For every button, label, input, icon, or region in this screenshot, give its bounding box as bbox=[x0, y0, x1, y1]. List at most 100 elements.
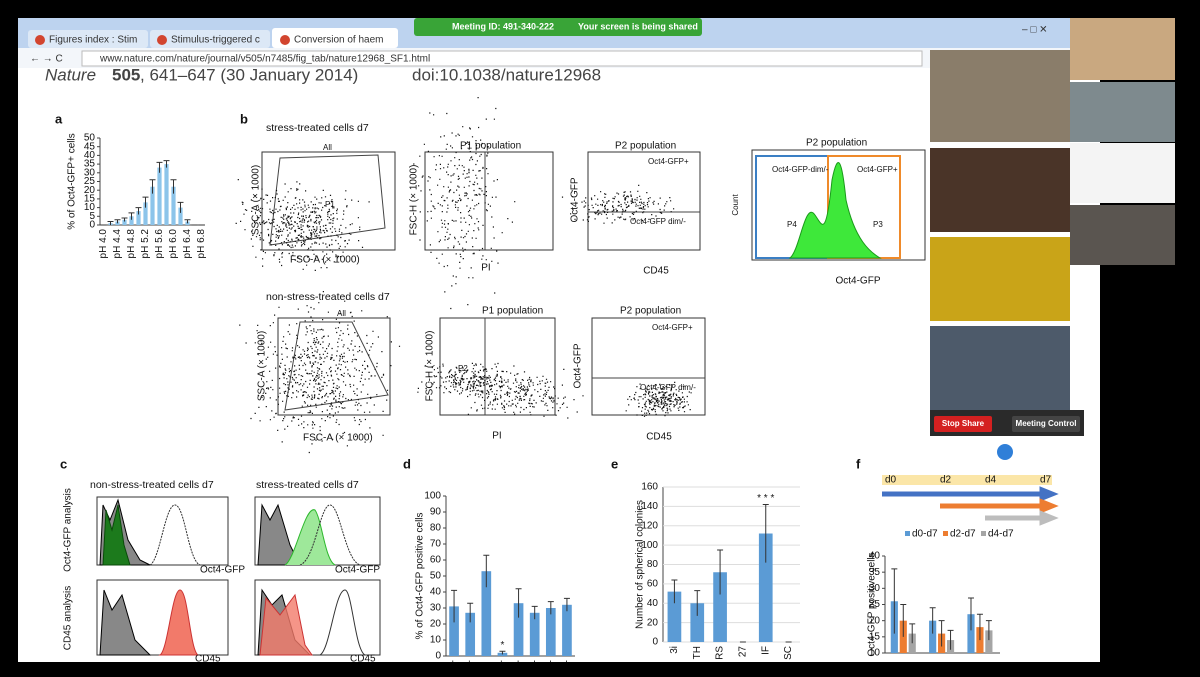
error-bar bbox=[499, 650, 506, 655]
legend-swatch bbox=[981, 531, 986, 536]
y-tick-label: 80 bbox=[647, 559, 659, 570]
row-label: Oct4-GFP analysis bbox=[63, 488, 74, 572]
address-bar[interactable] bbox=[81, 50, 923, 67]
nav-buttons[interactable]: ← → C bbox=[30, 54, 63, 65]
error-bar bbox=[947, 629, 954, 650]
axis-label: FSC-H (× 1000) bbox=[425, 331, 436, 402]
button-label: Stop Share bbox=[942, 419, 985, 428]
panel-label: c bbox=[60, 456, 67, 471]
error-bar bbox=[156, 161, 163, 173]
cytometry-dots bbox=[466, 368, 584, 419]
error-bar bbox=[694, 590, 701, 616]
y-tick-label: 15 bbox=[869, 631, 881, 642]
error-bar bbox=[177, 201, 184, 213]
y-tick-label: 5 bbox=[89, 211, 95, 222]
timeline-band bbox=[882, 475, 1052, 485]
y-tick-label: 35 bbox=[869, 567, 881, 578]
error-bar bbox=[170, 179, 177, 194]
meeting-control-button[interactable]: Meeting Control bbox=[1012, 416, 1080, 432]
tab[interactable]: Stimulus-triggered c bbox=[150, 30, 270, 48]
timeline-arrow bbox=[940, 498, 1059, 514]
error-bar bbox=[451, 589, 458, 623]
error-bar bbox=[128, 212, 135, 220]
y-tick-label: 50 bbox=[430, 571, 442, 582]
y-tick-label: 20 bbox=[647, 617, 659, 628]
error-bar bbox=[891, 568, 898, 634]
tab[interactable]: Figures index : Stim bbox=[28, 30, 148, 48]
stop-share-button[interactable]: Stop Share bbox=[934, 416, 992, 432]
axis-label: FSC-H (× 1000) bbox=[409, 165, 420, 236]
bar bbox=[150, 186, 155, 225]
y-tick-label: 40 bbox=[430, 587, 442, 598]
legend-label: d2-d7 bbox=[950, 529, 976, 540]
bar bbox=[465, 612, 476, 656]
button-label: Meeting Control bbox=[1016, 419, 1077, 428]
legend-swatch bbox=[905, 531, 910, 536]
flow-plots bbox=[235, 97, 926, 454]
axis-label: Oct4-GFP bbox=[335, 565, 380, 576]
gate-label: P3 bbox=[873, 220, 883, 229]
error-bar bbox=[717, 549, 724, 595]
y-tick-label: 140 bbox=[641, 501, 658, 512]
x-tick-label: pH 4.4 bbox=[112, 229, 123, 259]
error-bar bbox=[976, 613, 983, 641]
panel-label: e bbox=[611, 456, 618, 471]
x-tick-label: D19+ bbox=[449, 660, 460, 677]
row-title: stress-treated cells d7 bbox=[266, 122, 369, 134]
y-tick-label: 20 bbox=[430, 619, 442, 630]
x-tick-label: pH 5.2 bbox=[140, 229, 151, 259]
timeline-arrow bbox=[985, 510, 1059, 526]
error-bar bbox=[985, 620, 992, 641]
timeline-label: d0 bbox=[885, 475, 897, 486]
axis-label: CD45 bbox=[195, 654, 221, 665]
bar bbox=[164, 164, 169, 225]
error-bar bbox=[483, 554, 490, 588]
error-bar bbox=[135, 207, 142, 215]
bar bbox=[122, 219, 127, 225]
axis-label: Count bbox=[731, 194, 740, 216]
legend-label: d0-d7 bbox=[912, 529, 938, 540]
panel-label: b bbox=[240, 111, 248, 126]
bar bbox=[143, 202, 148, 225]
axis-label: Oct4-GFP bbox=[570, 177, 581, 222]
tab-title: Figures index : Stim bbox=[49, 35, 137, 46]
bar bbox=[481, 571, 492, 656]
error-bar bbox=[142, 196, 149, 208]
tab-title: Stimulus-triggered c bbox=[171, 35, 260, 46]
error-bar bbox=[107, 221, 114, 225]
y-tick-label: 40 bbox=[869, 551, 881, 562]
y-tick-label: 30 bbox=[84, 167, 96, 178]
bar bbox=[136, 211, 141, 225]
window-controls[interactable]: – □ ✕ bbox=[1022, 25, 1048, 36]
panel-label: a bbox=[55, 111, 63, 126]
bar bbox=[185, 221, 190, 225]
journal: Nature bbox=[45, 65, 96, 84]
timeline-arrow bbox=[882, 486, 1059, 502]
axis-label: CD45 bbox=[646, 432, 672, 443]
bar bbox=[545, 608, 556, 656]
error-bar bbox=[563, 597, 570, 612]
x-tick-label: pH 6.0 bbox=[168, 229, 179, 259]
bar bbox=[758, 533, 773, 642]
x-tick-label: CD90- bbox=[529, 660, 540, 677]
tab[interactable]: Conversion of haem bbox=[272, 28, 398, 48]
error-bar bbox=[967, 597, 974, 631]
bar bbox=[929, 620, 937, 653]
error-bar bbox=[121, 217, 128, 222]
row-title: non-stress-treated cells d7 bbox=[266, 291, 390, 303]
bar bbox=[513, 603, 524, 656]
y-tick-label: 25 bbox=[869, 599, 881, 610]
x-tick-label: CD34- bbox=[545, 660, 556, 677]
cytometry-dots bbox=[235, 179, 370, 271]
y-tick-label: 120 bbox=[641, 520, 658, 531]
gate-label: Oct4-GFP+ bbox=[652, 323, 693, 332]
y-tick-label: 100 bbox=[641, 540, 658, 551]
error-bar bbox=[909, 623, 916, 644]
timeline-label: d7 bbox=[1040, 475, 1052, 486]
error-bar bbox=[467, 602, 474, 623]
significance: * bbox=[500, 640, 504, 651]
x-tick-label: 3i bbox=[669, 646, 680, 654]
doi: doi:10.1038/nature12968 bbox=[412, 65, 601, 84]
plot-title: P1 population bbox=[460, 141, 521, 152]
y-axis-title: % of Oct4-GFP+ cells bbox=[67, 133, 78, 229]
